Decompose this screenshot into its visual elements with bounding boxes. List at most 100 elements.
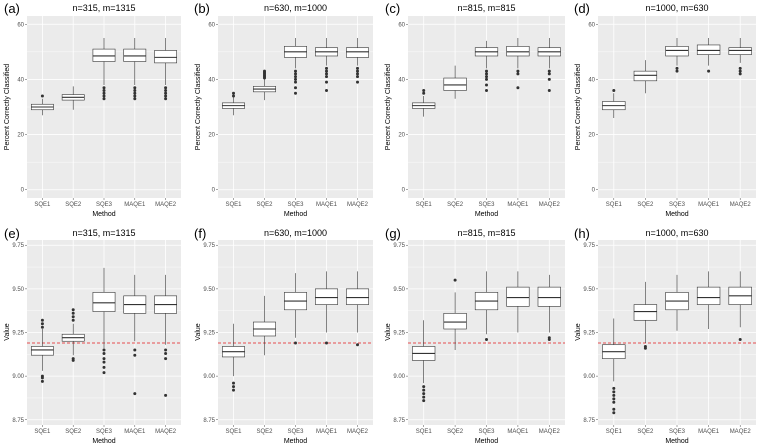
y-tick-label: 20 xyxy=(588,133,595,139)
outlier-point xyxy=(356,69,359,73)
box-maqe2 xyxy=(154,38,177,101)
outlier-point xyxy=(485,88,488,92)
outlier-point xyxy=(232,381,235,385)
outlier-point xyxy=(325,80,328,84)
chart-panel-h: (h) n=1000, m=630 8.75 9.00 9.25 9.50 9.75 SQE1… xyxy=(574,226,756,445)
outlier-point xyxy=(294,80,297,84)
box-iqr xyxy=(506,46,530,57)
outlier-point xyxy=(707,69,711,73)
x-axis-title: Method xyxy=(665,438,688,445)
box-sqe2 xyxy=(633,281,658,350)
x-axis-title: Method xyxy=(475,211,498,218)
box-sqe1 xyxy=(31,318,54,383)
outlier-point xyxy=(232,94,235,98)
outlier-point xyxy=(325,75,328,79)
outlier-point xyxy=(516,86,520,90)
outlier-point xyxy=(102,371,106,375)
y-tick-label: 60 xyxy=(17,22,24,28)
outlier-point xyxy=(516,72,520,76)
box-maqe1 xyxy=(315,271,338,345)
y-tick-label: 9.00 xyxy=(203,374,215,380)
outlier-point xyxy=(612,397,616,401)
outlier-point xyxy=(71,357,75,361)
x-tick-label: SQE2 xyxy=(65,202,82,208)
chart-panel-e: (e) n=315, m=1315 8.75 9.00 9.25 9.50 9.75 SQE1… xyxy=(4,226,181,445)
x-tick-label: SQE2 xyxy=(637,429,654,435)
box-iqr xyxy=(346,288,369,305)
x-axis-title: Method xyxy=(475,438,498,445)
y-tick-label: 9.00 xyxy=(583,374,595,380)
panel-title: n=815, m=815 xyxy=(457,3,515,13)
box-maqe2 xyxy=(154,274,177,397)
outlier-point xyxy=(40,94,44,98)
box-maqe2 xyxy=(728,38,752,76)
panel-title: n=315, m=1315 xyxy=(72,228,135,238)
outlier-point xyxy=(325,341,328,345)
x-tick-label: SQE1 xyxy=(416,429,433,435)
outlier-point xyxy=(612,411,616,415)
y-axis-title: Percent Correctly Classified xyxy=(385,64,392,150)
y-tick-label: 8.75 xyxy=(393,418,405,424)
x-tick-label: SQE1 xyxy=(416,202,433,208)
chart-panel-c: (c) n=815, m=815 0 20 40 60 SQE1 SQE2 SQE3 MAQE1 M… xyxy=(385,1,565,218)
outlier-point xyxy=(71,318,75,322)
outlier-point xyxy=(164,348,168,352)
y-tick-label: 0 xyxy=(212,188,216,194)
box-maqe2 xyxy=(346,271,369,347)
box-maqe1 xyxy=(506,271,530,333)
box-iqr xyxy=(443,77,467,91)
outlier-point xyxy=(133,86,137,90)
outlier-point xyxy=(102,365,106,369)
outlier-point xyxy=(356,66,359,70)
panel-title: n=1000, m=630 xyxy=(645,228,708,238)
x-tick-label: SQE1 xyxy=(34,202,51,208)
x-tick-label: MAQE1 xyxy=(316,429,338,435)
box-sqe1 xyxy=(222,323,245,392)
outlier-point xyxy=(294,91,297,95)
box-iqr xyxy=(315,288,338,305)
y-tick-label: 20 xyxy=(17,133,24,139)
box-iqr xyxy=(31,346,54,356)
x-tick-label: SQE1 xyxy=(606,202,623,208)
outlier-point xyxy=(40,325,44,329)
box-maqe1 xyxy=(696,271,721,330)
outlier-point xyxy=(356,343,359,347)
x-tick-label: SQE1 xyxy=(225,202,242,208)
outlier-point xyxy=(102,351,106,355)
outlier-point xyxy=(422,88,426,92)
outlier-point xyxy=(612,88,616,92)
x-tick-label: SQE3 xyxy=(287,202,304,208)
y-tick-label: 0 xyxy=(21,188,25,194)
panel-label: (c) xyxy=(385,1,400,16)
outlier-point xyxy=(738,66,742,70)
x-tick-label: SQE3 xyxy=(478,202,495,208)
panel-label: (d) xyxy=(574,1,590,16)
chart-panel-g: (g) n=815, m=815 8.75 9.00 9.25 9.50 9.75 SQE1 S… xyxy=(385,226,565,445)
outlier-point xyxy=(325,66,328,70)
outlier-point xyxy=(422,392,426,396)
outlier-point xyxy=(133,392,137,396)
x-tick-label: SQE2 xyxy=(637,202,654,208)
box-sqe2 xyxy=(633,60,658,94)
box-sqe3 xyxy=(474,40,499,92)
x-tick-label: MAQE1 xyxy=(698,202,720,208)
outlier-point xyxy=(675,69,679,73)
outlier-point xyxy=(547,77,551,81)
outlier-point xyxy=(102,360,106,364)
outlier-point xyxy=(453,278,457,282)
box-iqr xyxy=(537,286,561,307)
box-iqr xyxy=(154,50,177,64)
outlier-point xyxy=(612,386,616,390)
outlier-point xyxy=(232,91,235,95)
y-tick-label: 9.75 xyxy=(393,243,405,249)
panel-label: (f) xyxy=(194,226,206,241)
y-tick-label: 60 xyxy=(208,22,215,28)
outlier-point xyxy=(675,66,679,70)
y-tick-label: 9.50 xyxy=(203,287,215,293)
x-tick-label: SQE3 xyxy=(287,429,304,435)
outlier-point xyxy=(164,97,168,101)
outlier-point xyxy=(164,86,168,90)
y-tick-label: 9.00 xyxy=(12,374,24,380)
outlier-point xyxy=(422,385,426,389)
outlier-point xyxy=(102,91,106,95)
